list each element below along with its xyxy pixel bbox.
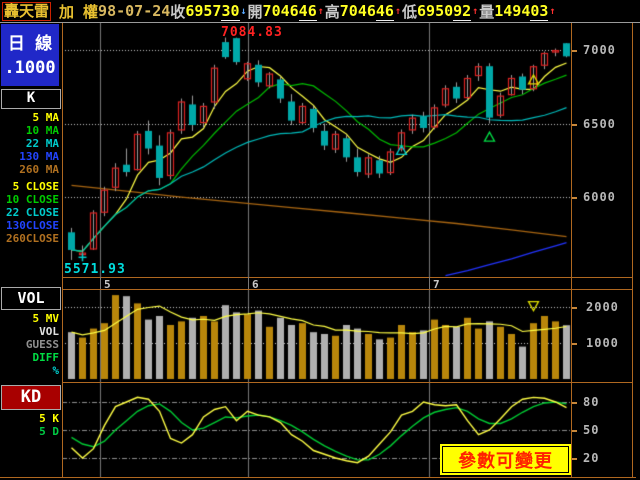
period-label: 日 線: [7, 34, 53, 54]
axis-tick: [572, 123, 577, 126]
down-arrow-icon: ↓: [240, 5, 247, 17]
quote-bar: 轟天雷 加 權 98-07-24 收 6957 30 ↓ 開 7046 46 ↑ 高 7046 46…: [0, 0, 640, 22]
close-legend-item: 22 CLOSE: [6, 206, 59, 219]
quote-field-volume: 量 1494 03 ↑: [479, 1, 556, 22]
kd-section-title: KD: [20, 387, 42, 407]
period-selector[interactable]: 日 線 .1000: [1, 24, 59, 86]
vol-legend-item: DIFF: [32, 351, 60, 364]
trade-date: 98-07-24: [98, 2, 171, 20]
price-axis-label: 6000: [583, 190, 616, 205]
close-legend-item: 10 CLOSE: [6, 193, 59, 206]
price-chart-canvas[interactable]: [62, 23, 572, 277]
kd-legend-item: 5 D: [39, 425, 59, 438]
volume-chart-canvas[interactable]: [62, 290, 572, 382]
k-section-title: K: [26, 90, 36, 106]
vol-legend-item: %: [52, 364, 59, 377]
period-low-label: 5571.93: [64, 262, 126, 277]
quote-value-sub: 30: [221, 1, 240, 21]
frame-datestrip-top: [62, 277, 633, 278]
quote-fields: 收 6957 30 ↓ 開 7046 46 ↑ 高 7046 46 ↑ 低 6950 92 ↑ 量 1494 03 ↑: [170, 1, 556, 22]
ma-legend-item: 130 MA: [19, 150, 59, 163]
kd-legend-item: 5 K: [39, 412, 59, 425]
frame-vol-bottom: [62, 382, 633, 383]
notice-box[interactable]: 參數可變更: [440, 444, 571, 475]
axis-tick: [572, 402, 577, 404]
volume-axis-label: 2000: [586, 299, 619, 314]
app-logo: 轟天雷: [2, 1, 52, 21]
quote-label: 量: [479, 2, 495, 21]
kd-axis-label: 50: [583, 423, 600, 437]
up-arrow-icon: ↑: [317, 5, 324, 17]
quote-label: 高: [324, 2, 340, 21]
ma-legend-item: 5 MA: [32, 111, 60, 124]
month-label: 6: [252, 278, 259, 291]
axis-tick: [572, 430, 577, 432]
ma-legend-item: 260 MA: [19, 163, 59, 176]
param-value: .1000: [4, 58, 56, 78]
quote-label: 開: [247, 2, 263, 21]
quote-label: 低: [402, 2, 418, 21]
quote-value-sub: 92: [453, 1, 472, 21]
notice-text: 參數可變更: [458, 450, 553, 472]
up-arrow-icon: ↑: [472, 5, 479, 17]
frame-left: [62, 23, 63, 477]
ma-legend: 5 MA 10 MA 22 MA 130 MA 260 MA: [0, 111, 59, 176]
month-gridline: [429, 277, 430, 289]
quote-value: 1494: [494, 2, 531, 20]
axis-tick: [572, 342, 577, 345]
up-arrow-icon: ↑: [549, 5, 556, 17]
quote-field-low: 低 6950 92 ↑: [402, 1, 479, 22]
month-gridline: [248, 277, 249, 289]
month-label: 7: [433, 278, 440, 291]
quote-value: 7046: [262, 2, 299, 20]
kd-axis-label: 80: [583, 395, 600, 409]
quote-value-sub: 46: [375, 1, 394, 21]
frame-bottom: [0, 477, 636, 478]
kd-axis-label: 20: [583, 451, 600, 465]
ma-legend-item: 22 MA: [25, 137, 59, 150]
vol-legend-item: 5 MV: [32, 312, 60, 325]
vol-section-title: VOL: [17, 289, 45, 307]
quote-field-close: 收 6957 30 ↓: [170, 1, 247, 22]
quote-value-sub: 03: [530, 1, 549, 21]
axis-tick: [572, 197, 577, 200]
ma-legend-item: 10 MA: [25, 124, 59, 137]
header-separator: [0, 22, 640, 23]
kd-section-header[interactable]: KD: [1, 385, 61, 410]
vol-legend-item: GUESS: [25, 338, 59, 351]
close-legend-item: 5 CLOSE: [12, 180, 59, 193]
frame-axis: [571, 23, 572, 477]
close-legend-item: 130CLOSE: [6, 219, 59, 232]
vol-section-header[interactable]: VOL: [1, 287, 61, 310]
up-arrow-icon: ↑: [394, 5, 401, 17]
quote-field-high: 高 7046 46 ↑: [325, 1, 402, 22]
index-name: 加 權: [59, 2, 99, 21]
close-legend-item: 260CLOSE: [6, 232, 59, 245]
k-section-header[interactable]: K: [1, 89, 61, 109]
axis-tick: [572, 458, 577, 460]
vol-legend-item: VOL: [39, 325, 59, 338]
quote-value: 6957: [185, 2, 222, 20]
price-axis-label: 7000: [583, 43, 616, 58]
axis-tick: [572, 50, 577, 53]
volume-axis-label: 1000: [586, 335, 619, 350]
axis-tick: [572, 306, 577, 309]
frame-datestrip-bottom: [62, 289, 633, 290]
month-gridline: [100, 277, 101, 289]
period-high-label: 7084.83: [221, 25, 283, 40]
frame-right: [632, 23, 633, 477]
quote-value: 7046: [339, 2, 376, 20]
month-label: 5: [104, 278, 111, 291]
close-legend: 5 CLOSE 10 CLOSE 22 CLOSE 130CLOSE 260CLOSE: [0, 180, 59, 245]
quote-label: 收: [170, 2, 186, 21]
vol-legend: 5 MV VOL GUESS DIFF%: [0, 312, 59, 377]
quote-value-sub: 46: [298, 1, 317, 21]
price-axis-label: 6500: [583, 116, 616, 131]
quote-field-open: 開 7046 46 ↑: [248, 1, 325, 22]
quote-value: 6950: [417, 2, 454, 20]
